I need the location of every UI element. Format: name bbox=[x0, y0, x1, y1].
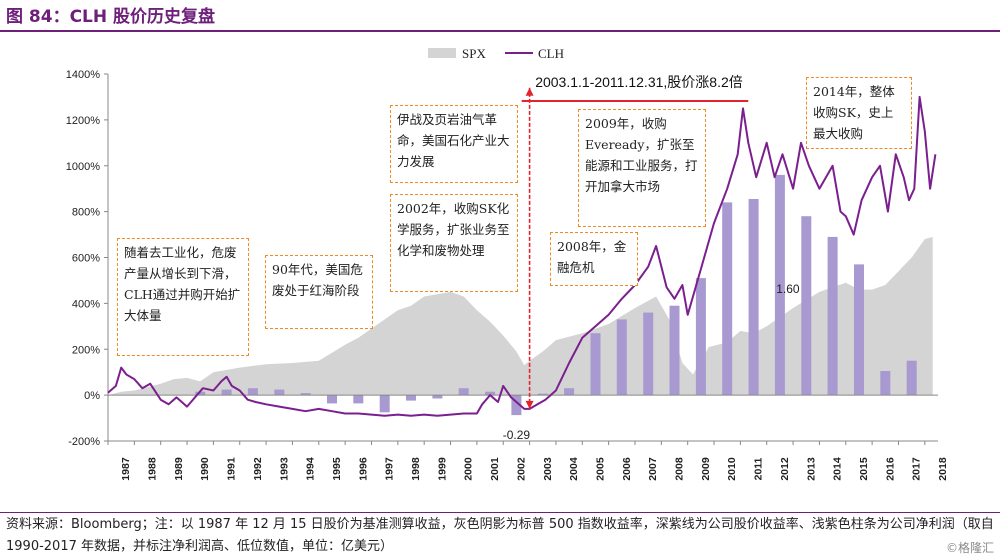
net-income-bar bbox=[906, 360, 917, 396]
net-income-bar bbox=[485, 391, 496, 396]
x-tick-label: 2004 bbox=[568, 457, 580, 481]
net-income-bar bbox=[564, 388, 575, 396]
watermark: ©格隆汇 bbox=[945, 541, 994, 555]
x-tick-label: 2014 bbox=[832, 457, 844, 481]
net-income-bar bbox=[353, 395, 364, 404]
net-income-bar bbox=[247, 388, 258, 396]
y-tick-label: 1200% bbox=[66, 115, 100, 127]
x-tick-label: 2005 bbox=[594, 457, 606, 481]
x-tick-label: 2001 bbox=[489, 457, 501, 481]
annotation-box-2: 90年代，美国危废处于红海阶段 bbox=[265, 255, 373, 329]
x-tick-label: 2003 bbox=[542, 457, 554, 481]
x-tick-label: 2007 bbox=[647, 457, 659, 481]
x-tick-label: 2002 bbox=[515, 457, 527, 481]
x-tick-label: 2009 bbox=[700, 457, 712, 481]
annotation-box-7: 2014年，整体收购SK，史上最大收购 bbox=[806, 77, 912, 149]
net-income-bar bbox=[616, 319, 627, 396]
arrow-head-down bbox=[525, 400, 534, 409]
y-tick-label: 1400% bbox=[66, 69, 100, 81]
x-tick-label: 1993 bbox=[278, 457, 290, 481]
net-income-bar bbox=[432, 395, 443, 399]
y-tick-label: 800% bbox=[72, 207, 100, 219]
net-income-bar bbox=[590, 333, 601, 396]
net-income-bar bbox=[643, 312, 654, 396]
y-tick-label: 600% bbox=[72, 253, 100, 265]
title-rule bbox=[0, 30, 1000, 32]
x-tick-label: 1990 bbox=[199, 457, 211, 481]
x-tick-label: 2016 bbox=[884, 457, 896, 481]
net-income-bar bbox=[406, 395, 416, 401]
legend-spx-swatch bbox=[428, 48, 456, 58]
net-income-bar bbox=[458, 388, 469, 396]
annotation-box-6: 2009年，收购Eveready，扩张至能源和工业服务，打开加拿大市场 bbox=[578, 109, 706, 227]
net-income-bar bbox=[748, 199, 759, 396]
net-income-bar bbox=[827, 236, 838, 396]
x-tick-label: 1988 bbox=[147, 457, 159, 481]
figure-title: 图 84：CLH 股价历史复盘 bbox=[6, 7, 216, 27]
x-tick-label: 1989 bbox=[173, 457, 185, 481]
net-income-bar bbox=[327, 395, 337, 404]
y-tick-label: 0% bbox=[84, 390, 100, 402]
series-clh-line bbox=[107, 95, 937, 417]
x-tick-label: 2010 bbox=[726, 457, 738, 481]
source-note: 资料来源：Bloomberg；注：以 1987 年 12 月 15 日股价为基准… bbox=[6, 517, 994, 554]
annotation-box-3: 伊战及页岩油气革命，美国石化产业大力发展 bbox=[390, 105, 518, 183]
y-tick-label: -200% bbox=[68, 436, 100, 448]
net-income-bar bbox=[774, 174, 785, 396]
x-tick-label: 1996 bbox=[357, 457, 369, 481]
x-tick-label: 1992 bbox=[252, 457, 264, 481]
x-tick-label: 1998 bbox=[410, 457, 422, 481]
chart: -200% 0% 200% 400% 600% 800% 1000% 1200% 1400% 19… bbox=[66, 46, 949, 481]
footer-rule bbox=[0, 512, 1000, 513]
net-income-bar bbox=[669, 305, 680, 396]
x-tick-label: 2008 bbox=[674, 457, 686, 481]
y-tick-label: 400% bbox=[72, 298, 100, 310]
y-tick-label: 1000% bbox=[66, 161, 100, 173]
arrow-head-up bbox=[525, 87, 534, 96]
x-tick-label: 2018 bbox=[937, 457, 949, 481]
x-tick-label: 1987 bbox=[120, 457, 132, 481]
legend-spx-label: SPX bbox=[462, 46, 486, 61]
x-tick-label: 1999 bbox=[436, 457, 448, 481]
x-tick-label: 2013 bbox=[805, 457, 817, 481]
annotation-box-1: 随着去工业化，危废产量从增长到下滑，CLH通过并购开始扩大体量 bbox=[117, 238, 249, 356]
net-income-bar bbox=[511, 395, 522, 416]
x-tick-label: 1994 bbox=[305, 457, 317, 481]
net-income-bar bbox=[274, 389, 285, 396]
x-tick-label: 2015 bbox=[858, 457, 870, 481]
range-arrow-label: 2003.1.1-2011.12.31,股价涨8.2倍 bbox=[535, 74, 743, 90]
annotation-box-4: 2002年，收购SK化学服务，扩张业务至化学和废物处理 bbox=[390, 194, 518, 292]
net-income-bar bbox=[880, 371, 891, 396]
net-income-bar bbox=[854, 264, 864, 396]
legend-clh-label: CLH bbox=[538, 46, 564, 61]
net-income-bar bbox=[801, 216, 812, 396]
net-income-bar bbox=[379, 395, 390, 413]
y-tick-label: 200% bbox=[72, 344, 100, 356]
annotation-box-5: 2008年，金融危机 bbox=[550, 232, 638, 286]
net-income-bar bbox=[537, 393, 548, 396]
bar-low-label: -0.29 bbox=[503, 428, 531, 442]
net-income-bar bbox=[695, 278, 706, 396]
net-income-bar bbox=[195, 391, 206, 396]
x-tick-label: 1991 bbox=[226, 457, 238, 481]
net-income-bar bbox=[722, 202, 733, 396]
bar-high-label: 1.60 bbox=[776, 282, 800, 296]
x-tick-label: 2011 bbox=[753, 457, 765, 480]
x-tick-label: 2006 bbox=[621, 457, 633, 481]
net-income-bar bbox=[221, 389, 232, 396]
net-income-bar bbox=[300, 393, 311, 396]
x-tick-label: 1997 bbox=[384, 457, 396, 481]
x-tick-label: 2000 bbox=[463, 457, 475, 481]
x-tick-label: 2012 bbox=[779, 457, 791, 481]
x-tick-label: 2017 bbox=[911, 457, 923, 481]
x-tick-label: 1995 bbox=[331, 457, 343, 481]
